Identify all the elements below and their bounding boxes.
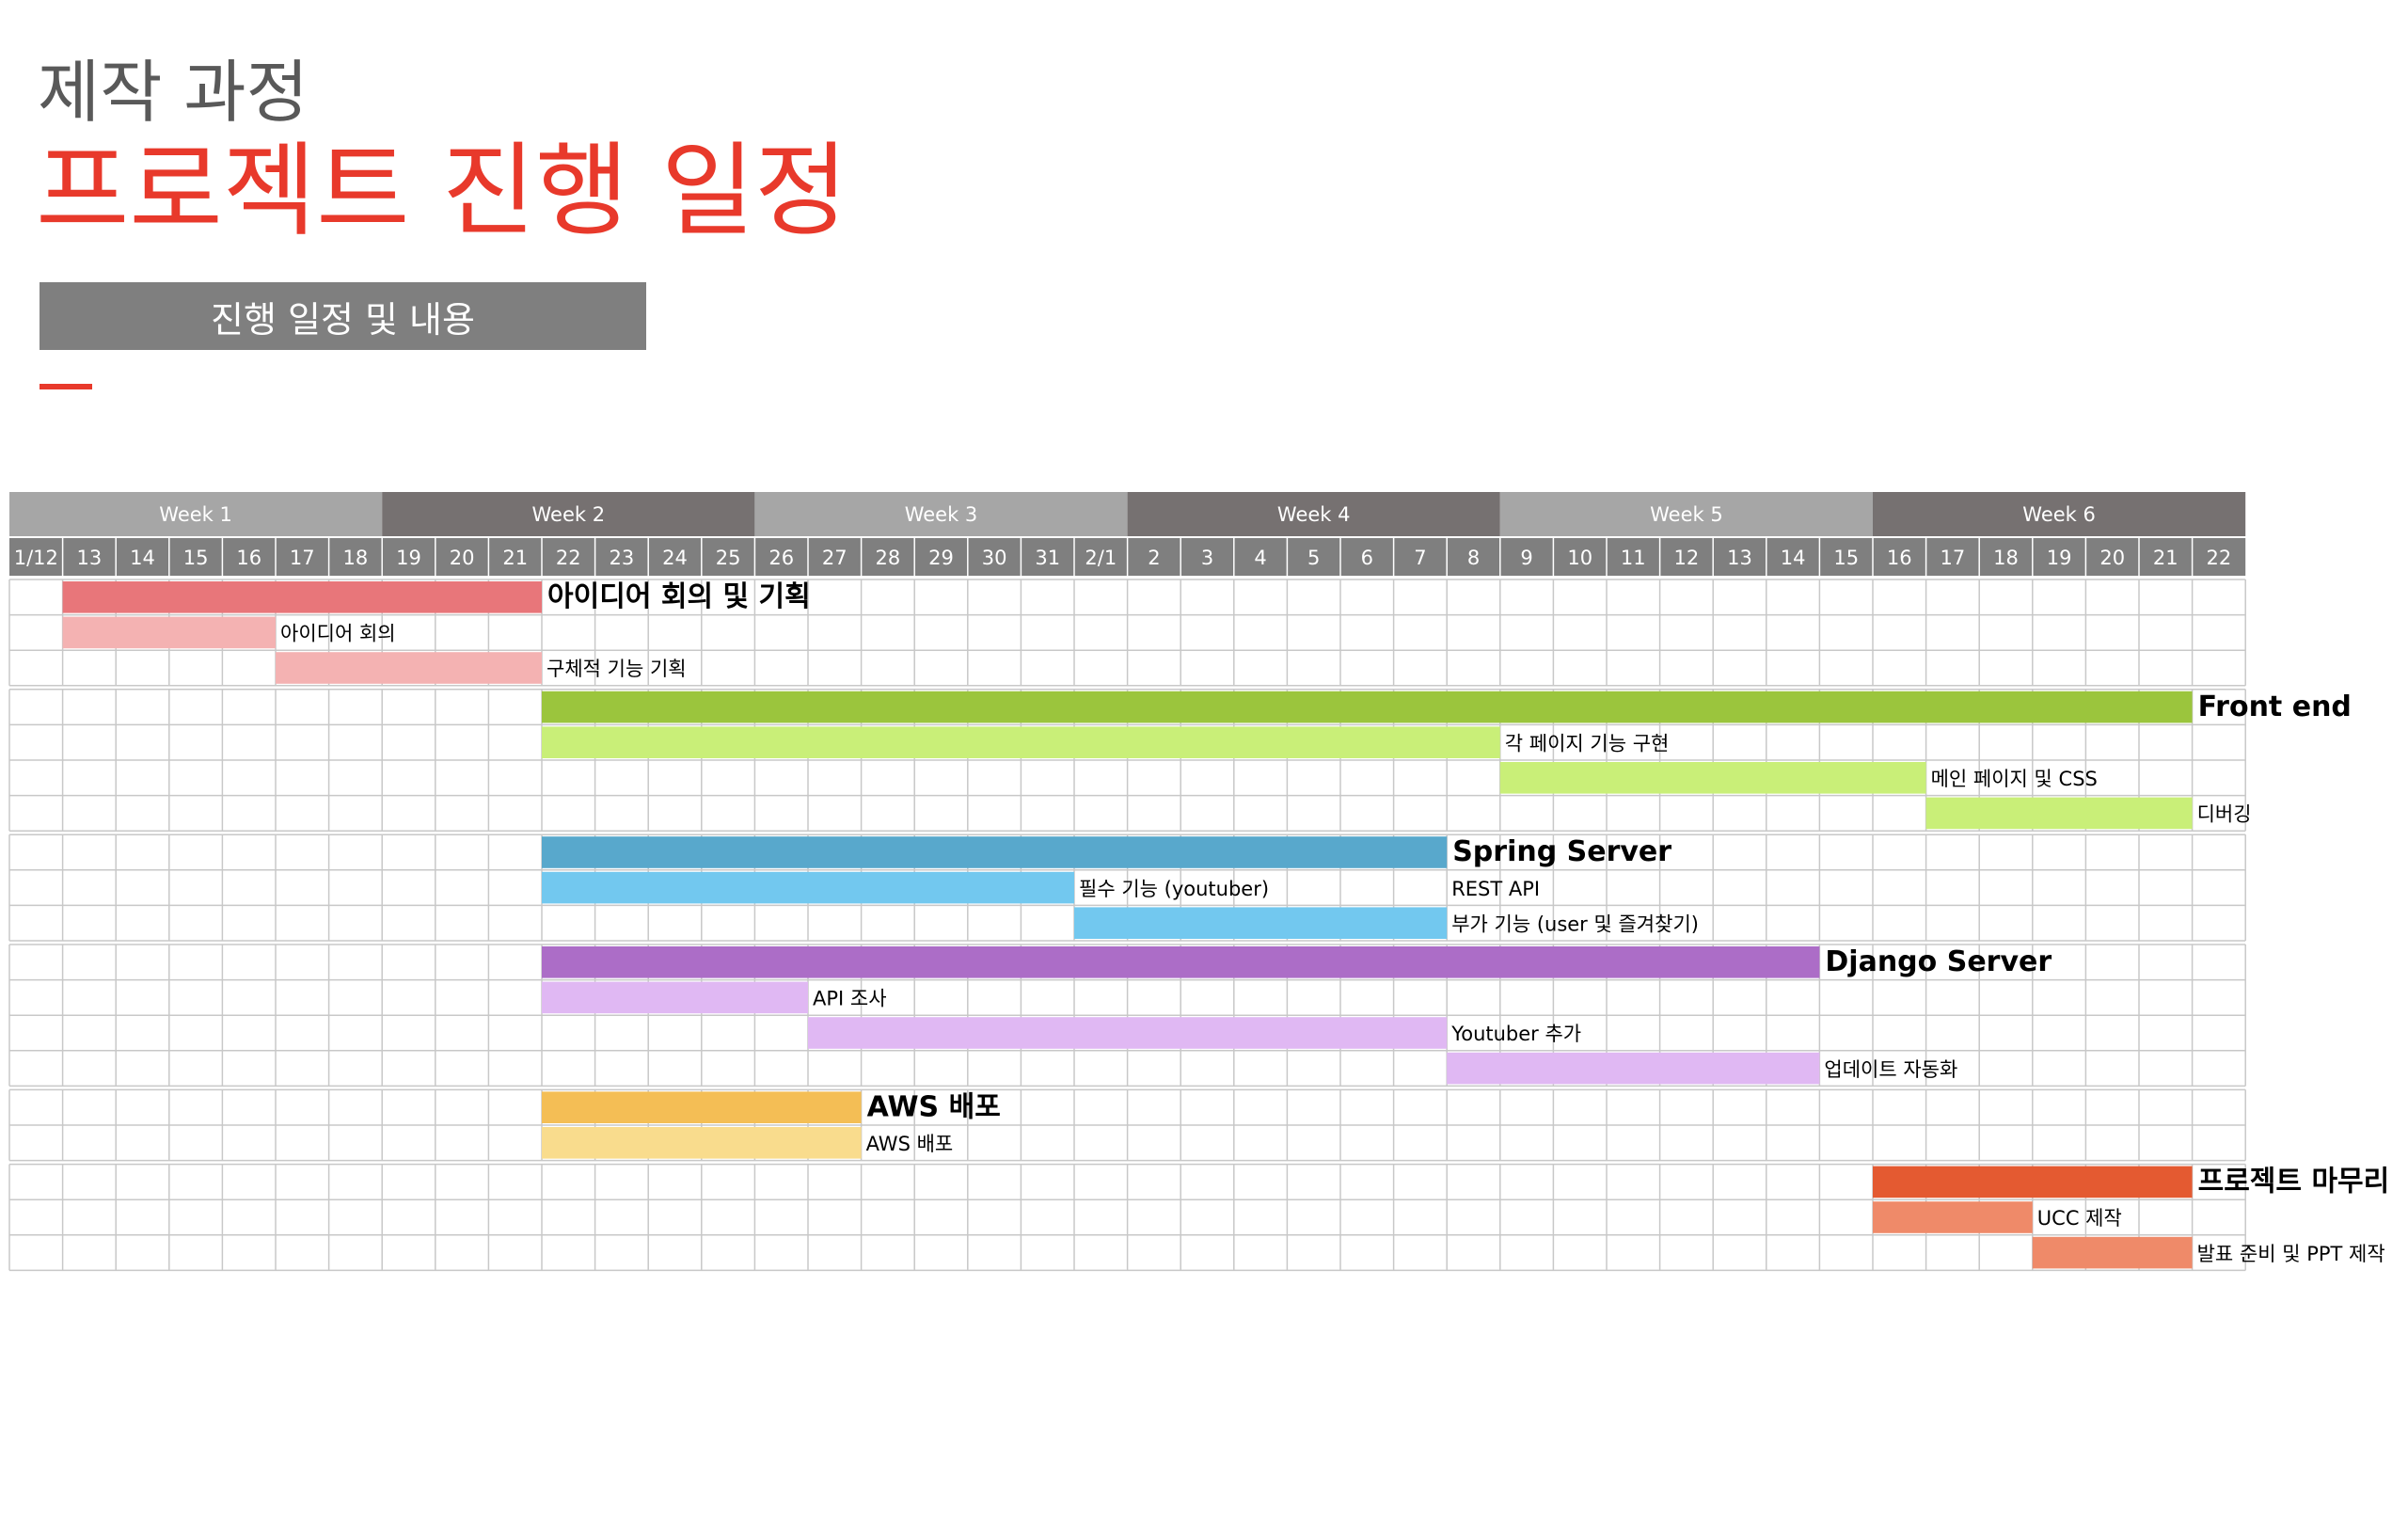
date-header-label: 23 (610, 547, 635, 569)
gantt-task-bar (1873, 1201, 2033, 1233)
date-header-label: 22 (556, 547, 581, 569)
week-header-cell (1127, 492, 1500, 536)
gantt-task-label: 아이디어 회의 (280, 623, 396, 645)
page-title: 프로젝트 진행 일정 (36, 133, 848, 250)
gantt-task-label: 메인 페이지 및 CSS (1931, 768, 2098, 790)
date-header-label: 24 (662, 547, 688, 569)
week-header-label: Week 3 (905, 503, 978, 526)
date-header-label: 12 (1674, 547, 1700, 569)
date-header-label: 26 (768, 547, 794, 569)
week-header-label: Week 5 (1650, 503, 1723, 526)
date-header-label: 1/12 (14, 547, 58, 569)
date-header-label: 14 (1781, 547, 1806, 569)
date-header-label: 22 (2207, 547, 2232, 569)
week-header-label: Week 1 (159, 503, 232, 526)
gantt-task-bar (1925, 797, 2193, 830)
date-header-label: 11 (1621, 547, 1646, 569)
date-header-label: 2 (1148, 547, 1160, 569)
week-header-cell (9, 492, 383, 536)
gantt-task-label: Youtuber 추가 (1450, 1023, 1581, 1045)
date-header-label: 14 (130, 547, 155, 569)
gantt-task-bar (542, 726, 1500, 758)
gantt-task-bar (1499, 762, 1926, 794)
gantt-task-bar (1074, 907, 1448, 939)
gantt-group-label: AWS 배포 (867, 1090, 1001, 1123)
gantt-task-bar (542, 981, 808, 1014)
gantt-task-label: 업데이트 자동화 (1824, 1058, 1957, 1081)
gantt-group-bar (542, 836, 1448, 868)
gantt-task-label: 디버깅 (2197, 803, 2252, 826)
date-header-label: 17 (290, 547, 315, 569)
date-header-label: 13 (77, 547, 103, 569)
date-header-label: 18 (1993, 547, 2019, 569)
gantt-task-label: UCC 제작 (2037, 1207, 2122, 1230)
week-header-cell (1873, 492, 2246, 536)
gantt-task-label: 부가 기능 (user 및 즐겨찾기) (1451, 913, 1699, 935)
date-header-label: 6 (1361, 547, 1373, 569)
section-label: 진행 일정 및 내용 (211, 298, 475, 341)
date-header-label: 30 (982, 547, 1007, 569)
gantt-group-bar (542, 946, 1820, 978)
gantt-group-bar (542, 691, 2193, 723)
date-header-label: 7 (1414, 547, 1426, 569)
date-header-label: 2/1 (1085, 547, 1117, 569)
date-header-label: 28 (876, 547, 901, 569)
date-header-label: 9 (1520, 547, 1532, 569)
date-header-label: 10 (1567, 547, 1592, 569)
gantt-group-label: Django Server (1825, 945, 2052, 978)
date-header-label: 21 (2153, 547, 2178, 569)
date-header-label: 4 (1254, 547, 1266, 569)
gantt-task-bar (542, 871, 1074, 904)
gantt-task-bar (542, 1127, 862, 1159)
date-header-label: 16 (236, 547, 261, 569)
date-header-label: 19 (396, 547, 421, 569)
date-header-label: 3 (1201, 547, 1213, 569)
date-header-label: 13 (1727, 547, 1752, 569)
week-header-cell (754, 492, 1128, 536)
date-header-label: 15 (183, 547, 209, 569)
gantt-task-bar (1447, 1052, 1820, 1085)
week-header-label: Week 2 (532, 503, 606, 526)
date-header-label: 27 (822, 547, 848, 569)
gantt-task-label: AWS 배포 (866, 1133, 954, 1155)
date-header-label: 31 (1035, 547, 1060, 569)
gantt-group-bar (542, 1091, 862, 1123)
date-header-label: 19 (2047, 547, 2072, 569)
gantt-group-label: Spring Server (1452, 835, 1671, 868)
section-label-box: 진행 일정 및 내용 (40, 282, 646, 350)
gantt-task-label: 필수 기능 (youtuber) (1079, 878, 1269, 900)
gantt-task-label: REST API (1451, 878, 1540, 900)
date-header-label: 17 (1941, 547, 1966, 569)
week-header-label: Week 4 (1277, 503, 1351, 526)
gantt-group-label: Front end (2198, 691, 2352, 723)
gantt-group-label: 아이디어 회의 및 기획 (547, 580, 811, 613)
gantt-task-bar (276, 652, 542, 684)
date-header-label: 16 (1887, 547, 1912, 569)
date-header-label: 20 (2099, 547, 2125, 569)
gantt-task-label: 구체적 기능 기획 (547, 658, 687, 680)
gantt-group-bar (62, 581, 542, 613)
date-header-label: 25 (716, 547, 741, 569)
gantt-task-bar (808, 1017, 1448, 1049)
accent-bar (40, 384, 92, 389)
gantt-task-label: 각 페이지 기능 구현 (1505, 732, 1670, 754)
gantt-task-label: API 조사 (813, 988, 887, 1010)
gantt-task-label: 발표 준비 및 PPT 제작 (2197, 1243, 2385, 1265)
gantt-task-bar (2032, 1236, 2193, 1269)
date-header-label: 8 (1467, 547, 1480, 569)
date-header-label: 18 (343, 547, 369, 569)
week-header-cell (1499, 492, 1873, 536)
gantt-task-bar (62, 616, 276, 649)
date-header-label: 5 (1307, 547, 1320, 569)
gantt-group-label: 프로젝트 마무리 (2198, 1166, 2390, 1199)
week-header-label: Week 6 (2022, 503, 2096, 526)
date-header-label: 20 (450, 547, 475, 569)
date-header-label: 29 (928, 547, 954, 569)
week-header-cell (382, 492, 755, 536)
gantt-group-bar (1873, 1166, 2193, 1199)
page-subtitle: 제작 과정 (38, 53, 309, 132)
date-header-label: 21 (502, 547, 528, 569)
date-header-label: 15 (1833, 547, 1859, 569)
